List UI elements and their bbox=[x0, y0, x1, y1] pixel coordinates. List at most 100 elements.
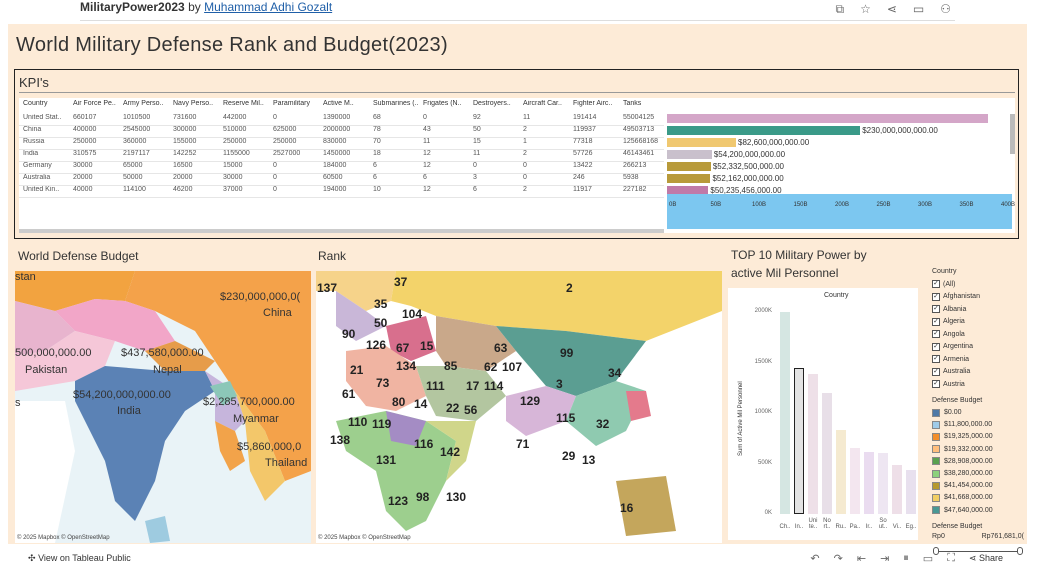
top10-bar[interactable] bbox=[836, 430, 846, 514]
budget-legend-item[interactable]: $19,325,000.00 bbox=[932, 431, 1032, 443]
top10-bar[interactable] bbox=[808, 373, 818, 514]
share-icon[interactable]: ⋖ bbox=[886, 2, 897, 16]
country-option-label: Afghanistan bbox=[943, 293, 980, 301]
budget-bar[interactable] bbox=[667, 186, 709, 195]
country-checkbox[interactable]: ✓ Afghanistan bbox=[932, 291, 1032, 304]
profile-icon[interactable]: ⚇ bbox=[940, 2, 951, 16]
top10-bar[interactable] bbox=[822, 392, 832, 514]
kpi-column-header[interactable]: Submarines (.. bbox=[373, 100, 419, 107]
country-checkbox[interactable]: ✓ Albania bbox=[932, 303, 1032, 316]
top10-bar[interactable] bbox=[780, 312, 790, 514]
top10-bar[interactable] bbox=[850, 447, 860, 514]
revert-icon[interactable]: ⇤ bbox=[856, 553, 867, 565]
refresh-icon[interactable]: ⇥ bbox=[880, 553, 890, 565]
top10-bar[interactable] bbox=[864, 452, 874, 514]
country-checkbox[interactable]: ✓ (All) bbox=[932, 278, 1032, 291]
budget-bar[interactable] bbox=[667, 114, 988, 123]
country-filter-list: ✓ (All) ✓ Afghanistan ✓ Albania ✓ Algeria ✓ Angol… bbox=[932, 278, 1032, 391]
axis-tick-label: 100B bbox=[752, 202, 767, 208]
rank-number: 2 bbox=[566, 281, 573, 295]
kpi-column-header[interactable]: Army Perso.. bbox=[123, 100, 164, 107]
slider-min-handle[interactable] bbox=[933, 547, 939, 556]
author-link[interactable]: Muhammad Adhi Gozalt bbox=[204, 0, 333, 14]
kpi-column-header[interactable]: Active M.. bbox=[323, 100, 354, 107]
world-budget-map[interactable]: © 2025 Mapbox © OpenStreetMap stan $230,0… bbox=[15, 271, 311, 543]
slider-max-handle[interactable] bbox=[1017, 547, 1023, 556]
budget-legend-item[interactable]: $28,908,000.00 bbox=[932, 455, 1032, 467]
top10-chart[interactable]: Country Sum of Active Mil Personnel 2000… bbox=[728, 288, 918, 540]
device-layout-icon[interactable]: ▭ bbox=[922, 553, 934, 565]
kpi-cell: 184000 bbox=[323, 162, 347, 169]
budget-legend-item[interactable]: $41,668,000.00 bbox=[932, 492, 1032, 504]
kpi-cell: 114100 bbox=[123, 186, 146, 193]
kpi-cell: 11 bbox=[473, 150, 481, 157]
kpi-cell: 30000 bbox=[223, 174, 243, 181]
budget-bar-label: $52,162,000,000.00 bbox=[712, 174, 784, 183]
top10-bar[interactable] bbox=[906, 469, 916, 514]
budget-bar[interactable] bbox=[667, 150, 712, 159]
kpi-column-header[interactable]: Paramilitary bbox=[273, 100, 310, 107]
kpi-table[interactable]: $230,000,000,000.00 $82,600,000,000.00 $54… bbox=[19, 98, 1015, 233]
map-country-label: $2,285,700,000.00 bbox=[203, 396, 295, 408]
rank-number: 119 bbox=[372, 417, 392, 431]
redo-icon[interactable]: ↷ bbox=[833, 553, 843, 565]
map-country-label: 500,000,000.00 bbox=[15, 347, 92, 359]
kpi-title: KPI's bbox=[19, 75, 49, 90]
fullscreen-icon[interactable]: ⛶ bbox=[947, 552, 955, 564]
budget-range-slider[interactable] bbox=[932, 540, 1032, 558]
budget-bar[interactable] bbox=[667, 162, 711, 171]
budget-bar[interactable] bbox=[667, 174, 711, 183]
horizontal-scrollbar[interactable] bbox=[19, 229, 664, 233]
country-checkbox[interactable]: ✓ Austria bbox=[932, 378, 1032, 391]
budget-legend-item[interactable]: $47,640,000.00 bbox=[932, 504, 1032, 516]
kpi-cell: 30000 bbox=[73, 162, 93, 169]
budget-legend-item[interactable]: $19,332,000.00 bbox=[932, 443, 1032, 455]
rank-number: 71 bbox=[516, 437, 530, 451]
undo-icon[interactable]: ↶ bbox=[810, 553, 820, 565]
rank-number: 104 bbox=[402, 307, 423, 321]
star-icon[interactable]: ☆ bbox=[860, 2, 871, 16]
budget-bar[interactable] bbox=[667, 126, 861, 135]
country-option-label: Algeria bbox=[943, 318, 965, 326]
country-checkbox[interactable]: ✓ Algeria bbox=[932, 316, 1032, 329]
comment-icon[interactable]: ▭ bbox=[912, 2, 925, 16]
budget-legend-item[interactable]: $41,454,000.00 bbox=[932, 480, 1032, 492]
color-swatch bbox=[932, 493, 940, 502]
kpi-column-header[interactable]: Navy Perso.. bbox=[173, 100, 214, 107]
budget-bar[interactable] bbox=[667, 138, 736, 147]
budget-legend-label: $11,800,000.00 bbox=[944, 421, 993, 429]
kpi-column-header[interactable]: Country bbox=[23, 100, 48, 107]
share-button[interactable]: ⋖ Share bbox=[969, 553, 1003, 564]
kpi-column-header[interactable]: Fighter Airc.. bbox=[573, 100, 613, 107]
kpi-column-header[interactable]: Tanks bbox=[623, 100, 642, 107]
top10-bar[interactable] bbox=[794, 367, 804, 514]
map-country-label: Pakistan bbox=[25, 364, 68, 376]
country-checkbox[interactable]: ✓ Australia bbox=[932, 366, 1032, 379]
vertical-scrollbar[interactable] bbox=[1010, 114, 1015, 154]
kpi-column-header[interactable]: Destroyers.. bbox=[473, 100, 511, 107]
country-checkbox[interactable]: ✓ Armenia bbox=[932, 353, 1032, 366]
budget-legend-item[interactable]: $38,280,000.00 bbox=[932, 467, 1032, 479]
top10-bar[interactable] bbox=[892, 465, 902, 514]
pause-icon[interactable]: ⏸ bbox=[903, 552, 909, 564]
rank-number: 98 bbox=[416, 490, 430, 504]
budget-legend-item[interactable]: $0.00 bbox=[932, 407, 1032, 419]
budget-legend-item[interactable]: $11,800,000.00 bbox=[932, 419, 1032, 431]
budget-bar-label: $54,200,000,000.00 bbox=[713, 150, 786, 159]
y-tick-label: 2000K bbox=[754, 308, 772, 314]
share-label: Share bbox=[978, 553, 1003, 563]
country-checkbox[interactable]: ✓ Argentina bbox=[932, 341, 1032, 354]
view-on-tableau[interactable]: ✣ View on Tableau Public bbox=[28, 553, 131, 564]
top10-bar[interactable] bbox=[878, 453, 888, 514]
kpi-column-header[interactable]: Air Force Pe.. bbox=[73, 100, 116, 107]
kpi-cell: 360000 bbox=[123, 138, 147, 145]
rank-number: 35 bbox=[374, 297, 388, 311]
country-checkbox[interactable]: ✓ Angola bbox=[932, 328, 1032, 341]
copy-icon[interactable]: ⧉ bbox=[835, 2, 845, 16]
kpi-column-header[interactable]: Frigates (N.. bbox=[423, 100, 462, 107]
kpi-column-header[interactable]: Aircraft Car.. bbox=[523, 100, 562, 107]
axis-tick-label: 50B bbox=[710, 202, 722, 208]
kpi-column-header[interactable]: Reserve Mil.. bbox=[223, 100, 264, 107]
rank-map[interactable]: © 2025 Mapbox © OpenStreetMap 137 37 2 35 10… bbox=[316, 271, 722, 543]
kpi-cell: 15000 bbox=[223, 162, 243, 169]
